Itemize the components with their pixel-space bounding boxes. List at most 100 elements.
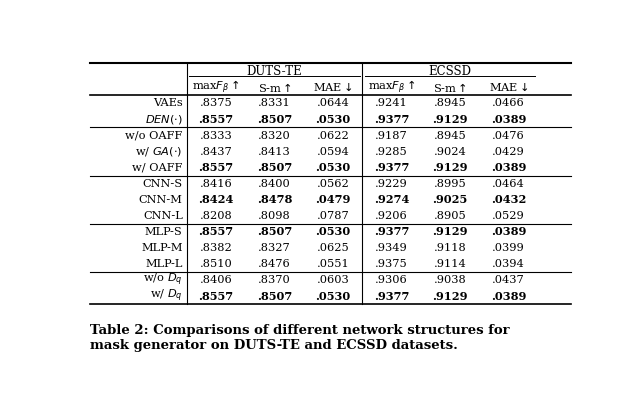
Text: S-m$\uparrow$: S-m$\uparrow$ <box>257 81 291 94</box>
Text: .8478: .8478 <box>257 194 292 205</box>
Text: .8424: .8424 <box>198 194 234 205</box>
Text: .0432: .0432 <box>491 194 526 205</box>
Text: .0429: .0429 <box>492 146 525 156</box>
Text: .8995: .8995 <box>434 179 467 189</box>
Text: ECSSD: ECSSD <box>429 65 472 78</box>
Text: .9118: .9118 <box>434 243 467 253</box>
Text: .8382: .8382 <box>200 243 232 253</box>
Text: .0530: .0530 <box>316 114 351 125</box>
Text: .8416: .8416 <box>200 179 232 189</box>
Text: w/o $D_q$: w/o $D_q$ <box>143 272 182 288</box>
Text: .0476: .0476 <box>492 130 525 140</box>
Text: .8557: .8557 <box>198 291 234 302</box>
Text: .0389: .0389 <box>491 162 526 173</box>
Text: VAEs: VAEs <box>153 99 182 109</box>
Text: .9129: .9129 <box>432 226 468 237</box>
Text: .0603: .0603 <box>317 275 349 285</box>
Text: w/ $GA(\cdot)$: w/ $GA(\cdot)$ <box>136 145 182 158</box>
Text: .9114: .9114 <box>434 259 467 269</box>
Text: MLP-L: MLP-L <box>145 259 182 269</box>
Text: .0479: .0479 <box>316 194 351 205</box>
Text: .8413: .8413 <box>258 146 291 156</box>
Text: .0389: .0389 <box>491 291 526 302</box>
Text: .8331: .8331 <box>258 99 291 109</box>
Text: CNN-M: CNN-M <box>139 195 182 205</box>
Text: MAE$\downarrow$: MAE$\downarrow$ <box>489 81 529 93</box>
Text: CNN-S: CNN-S <box>143 179 182 189</box>
Text: .8905: .8905 <box>434 211 467 221</box>
Text: .0787: .0787 <box>317 211 349 221</box>
Text: .0562: .0562 <box>317 179 349 189</box>
Text: .8406: .8406 <box>200 275 232 285</box>
Text: .0529: .0529 <box>492 211 525 221</box>
Text: .9274: .9274 <box>374 194 409 205</box>
Text: .9038: .9038 <box>434 275 467 285</box>
Text: .9206: .9206 <box>375 211 408 221</box>
Text: .8327: .8327 <box>258 243 291 253</box>
Text: .9375: .9375 <box>375 259 408 269</box>
Text: .8510: .8510 <box>200 259 232 269</box>
Text: .8557: .8557 <box>198 226 234 237</box>
Text: MLP-M: MLP-M <box>141 243 182 253</box>
Text: .0464: .0464 <box>492 179 525 189</box>
Text: .9377: .9377 <box>374 226 409 237</box>
Text: .8208: .8208 <box>200 211 232 221</box>
Text: .0530: .0530 <box>316 291 351 302</box>
Text: DUTS-TE: DUTS-TE <box>246 65 302 78</box>
Text: .8098: .8098 <box>258 211 291 221</box>
Text: .0622: .0622 <box>317 130 349 140</box>
Text: .0389: .0389 <box>491 226 526 237</box>
Text: .9306: .9306 <box>375 275 408 285</box>
Text: .8507: .8507 <box>257 162 292 173</box>
Text: .0437: .0437 <box>492 275 525 285</box>
Text: .9129: .9129 <box>432 162 468 173</box>
Text: .8507: .8507 <box>257 226 292 237</box>
Text: .9229: .9229 <box>375 179 408 189</box>
Text: .0389: .0389 <box>491 114 526 125</box>
Text: .0466: .0466 <box>492 99 525 109</box>
Text: .9285: .9285 <box>375 146 408 156</box>
Text: .0530: .0530 <box>316 162 351 173</box>
Text: .8375: .8375 <box>200 99 232 109</box>
Text: .0399: .0399 <box>492 243 525 253</box>
Text: .0644: .0644 <box>317 99 349 109</box>
Text: MLP-S: MLP-S <box>145 227 182 237</box>
Text: .8370: .8370 <box>258 275 291 285</box>
Text: .8507: .8507 <box>257 291 292 302</box>
Text: .9129: .9129 <box>432 291 468 302</box>
Text: .8557: .8557 <box>198 114 234 125</box>
Text: .8437: .8437 <box>200 146 232 156</box>
Text: .8557: .8557 <box>198 162 234 173</box>
Text: .9377: .9377 <box>374 114 409 125</box>
Text: max$F_\beta$$\uparrow$: max$F_\beta$$\uparrow$ <box>368 79 415 96</box>
Text: .9129: .9129 <box>432 114 468 125</box>
Text: .9241: .9241 <box>375 99 408 109</box>
Text: .8507: .8507 <box>257 114 292 125</box>
Text: Table 2: Comparisons of different network structures for
mask generator on DUTS-: Table 2: Comparisons of different networ… <box>90 324 509 352</box>
Text: MAE$\downarrow$: MAE$\downarrow$ <box>313 81 353 93</box>
Text: .9377: .9377 <box>374 162 409 173</box>
Text: $DEN(\cdot)$: $DEN(\cdot)$ <box>145 113 182 126</box>
Text: .8333: .8333 <box>200 130 232 140</box>
Text: w/o OAFF: w/o OAFF <box>125 130 182 140</box>
Text: .9377: .9377 <box>374 291 409 302</box>
Text: .0625: .0625 <box>317 243 349 253</box>
Text: .0530: .0530 <box>316 226 351 237</box>
Text: .0394: .0394 <box>492 259 525 269</box>
Text: .9024: .9024 <box>434 146 467 156</box>
Text: max$F_\beta$$\uparrow$: max$F_\beta$$\uparrow$ <box>192 79 239 96</box>
Text: .9025: .9025 <box>433 194 468 205</box>
Text: .8320: .8320 <box>258 130 291 140</box>
Text: .0551: .0551 <box>317 259 349 269</box>
Text: .0594: .0594 <box>317 146 349 156</box>
Text: .8945: .8945 <box>434 130 467 140</box>
Text: .8945: .8945 <box>434 99 467 109</box>
Text: CNN-L: CNN-L <box>143 211 182 221</box>
Text: .8400: .8400 <box>258 179 291 189</box>
Text: .9187: .9187 <box>375 130 408 140</box>
Text: w/ $D_q$: w/ $D_q$ <box>150 288 182 304</box>
Text: S-m$\uparrow$: S-m$\uparrow$ <box>433 81 467 94</box>
Text: .8476: .8476 <box>258 259 291 269</box>
Text: w/ OAFF: w/ OAFF <box>132 163 182 173</box>
Text: .9349: .9349 <box>375 243 408 253</box>
